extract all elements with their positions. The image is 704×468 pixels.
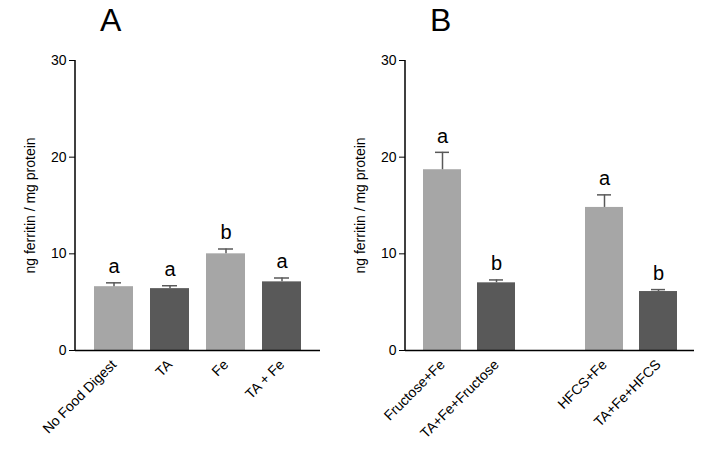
svg-text:TA+Fe+HFCS: TA+Fe+HFCS	[590, 356, 663, 429]
svg-text:30: 30	[51, 52, 67, 68]
svg-text:10: 10	[51, 245, 67, 261]
svg-text:Fructose+Fe: Fructose+Fe	[380, 356, 448, 424]
html-text:A: A	[100, 2, 122, 38]
svg-text:20: 20	[381, 149, 397, 165]
svg-text:a: a	[599, 167, 611, 189]
svg-text:TA: TA	[152, 356, 176, 380]
svg-text:b: b	[653, 262, 664, 284]
html-text:B: B	[430, 2, 452, 38]
svg-text:TA + Fe: TA + Fe	[242, 356, 288, 402]
svg-text:Fe: Fe	[208, 356, 231, 379]
svg-text:0: 0	[59, 342, 67, 358]
svg-text:b: b	[491, 252, 502, 274]
svg-text:a: a	[276, 250, 288, 272]
svg-text:20: 20	[51, 149, 67, 165]
svg-text:ng ferritin / mg protein: ng ferritin / mg protein	[352, 137, 368, 273]
svg-text:a: a	[437, 125, 449, 147]
svg-text:a: a	[108, 255, 120, 277]
svg-text:TA+Fe+Fructose: TA+Fe+Fructose	[417, 356, 502, 441]
svg-text:10: 10	[381, 245, 397, 261]
svg-text:30: 30	[381, 52, 397, 68]
svg-text:ng ferritin / mg protein: ng ferritin / mg protein	[22, 137, 38, 273]
svg-text:b: b	[220, 221, 231, 243]
svg-text:HFCS+Fe: HFCS+Fe	[554, 356, 610, 412]
svg-text:a: a	[164, 258, 176, 280]
svg-text:No Food Digest: No Food Digest	[39, 356, 119, 436]
svg-text:0: 0	[389, 342, 397, 358]
